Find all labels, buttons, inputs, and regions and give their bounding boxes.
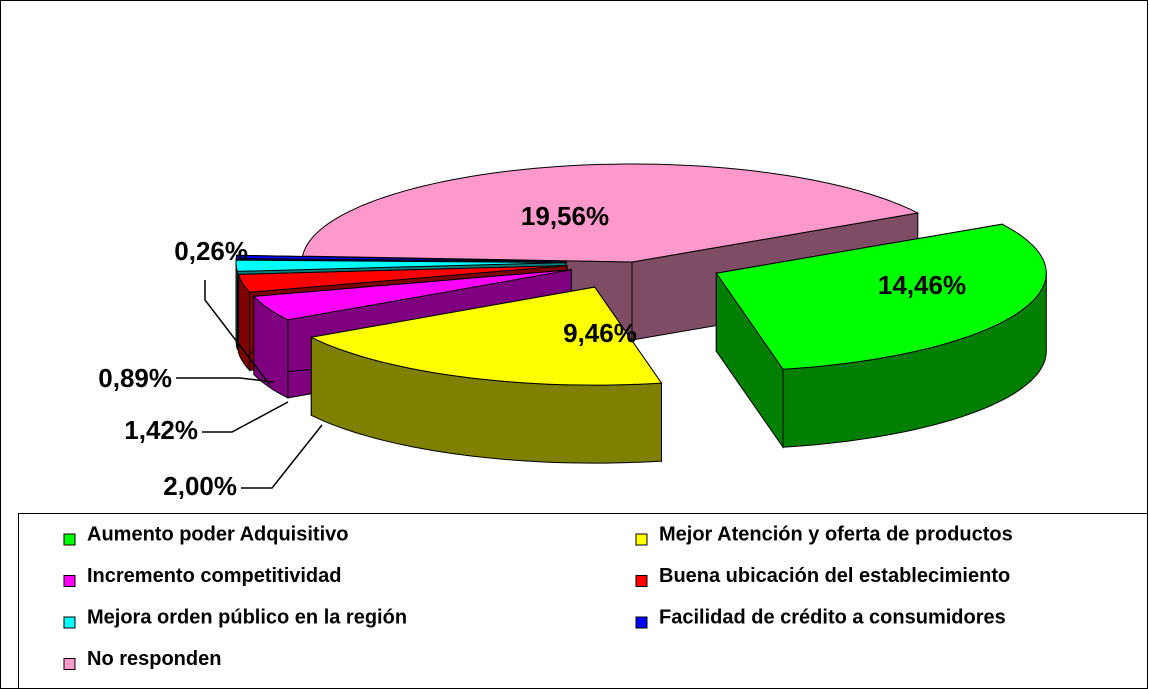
legend-swatch (635, 575, 648, 587)
value-label: 0,89% (98, 363, 172, 393)
legend-label: Mejor Atención y oferta de productos (659, 523, 1013, 545)
leader-line (202, 401, 289, 433)
value-label: 1,42% (124, 415, 198, 445)
value-label: 2,00% (163, 471, 237, 501)
legend-label: Buena ubicación del establecimiento (659, 565, 1010, 587)
slice-wall (235, 262, 238, 350)
leader-line (204, 280, 271, 386)
legend: Aumento poder Adquisitivo Mejor Atención … (63, 523, 1013, 670)
value-label: 19,56% (521, 201, 609, 231)
value-label: 14,46% (878, 270, 966, 300)
slice (715, 223, 1047, 370)
legend-label: Facilidad de crédito a consumidores (659, 606, 1006, 628)
leader-line (176, 377, 275, 383)
legend-swatch (63, 533, 76, 546)
slice (309, 286, 663, 386)
legend-swatch (635, 616, 648, 629)
slice (235, 254, 567, 262)
legend-label: Incremento competitividad (87, 565, 342, 587)
legend-box (18, 513, 1148, 689)
legend-swatch (63, 575, 76, 587)
pie (235, 163, 1047, 464)
legend-swatch (63, 658, 76, 670)
slice (235, 259, 567, 272)
legend-swatch (635, 533, 648, 546)
slice (237, 265, 568, 293)
value-label: 0,26% (174, 236, 248, 266)
leader-line (241, 424, 323, 489)
legend-label: Aumento poder Adquisitivo (87, 523, 348, 545)
slice (252, 269, 572, 321)
legend-label: Mejora orden público en la región (87, 606, 407, 628)
value-label: 9,46% (563, 318, 637, 348)
legend-label: No responden (87, 648, 221, 670)
labels: 14,46% 9,46% 2,00% 1,42% 0,89% 0,26% 19,56% (98, 201, 966, 501)
legend-swatch (63, 616, 76, 629)
slice (301, 163, 920, 263)
